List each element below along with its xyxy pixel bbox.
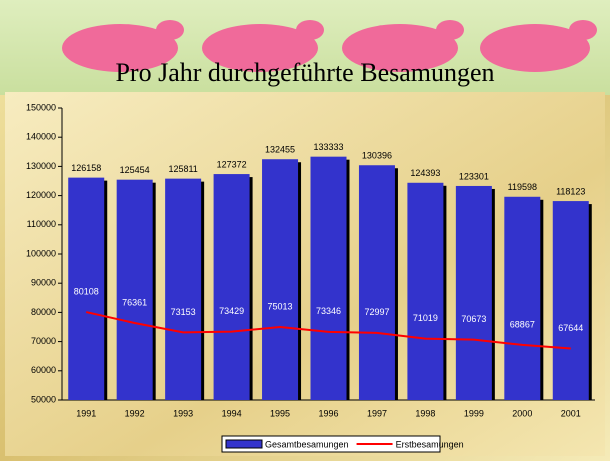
line-value-label: 68867 [510, 319, 535, 329]
line-value-label: 71019 [413, 313, 438, 323]
x-tick-label: 1996 [318, 408, 338, 418]
bar-value-label: 125811 [168, 164, 197, 174]
x-tick-label: 2000 [512, 408, 532, 418]
bar [262, 159, 298, 400]
x-tick-label: 1997 [367, 408, 387, 418]
bar-value-label: 125454 [120, 165, 150, 175]
y-tick-label: 130000 [26, 161, 56, 171]
legend-label: Gesamtbesamungen [265, 439, 349, 449]
y-tick-label: 80000 [31, 307, 56, 317]
line-value-label: 73153 [171, 307, 196, 317]
bar-value-label: 133333 [313, 142, 343, 152]
line-value-label: 67644 [558, 323, 583, 333]
line-value-label: 73429 [219, 306, 244, 316]
bar [165, 179, 201, 400]
y-tick-label: 120000 [26, 190, 56, 200]
x-tick-label: 1998 [415, 408, 435, 418]
line-value-label: 73346 [316, 306, 341, 316]
line-value-label: 72997 [364, 307, 389, 317]
x-tick-label: 1991 [76, 408, 96, 418]
bar-value-label: 132455 [265, 145, 295, 155]
legend-swatch [226, 440, 262, 448]
y-tick-label: 50000 [31, 394, 56, 404]
chart: Pro Jahr durchgeführte Besamungen 50000 6… [0, 0, 610, 461]
bar-value-label: 126158 [71, 163, 101, 173]
bar [117, 180, 153, 400]
x-tick-label: 1995 [270, 408, 290, 418]
bar [311, 157, 347, 400]
bar-value-label: 118123 [556, 186, 585, 196]
bar [407, 183, 443, 400]
bar [214, 174, 250, 400]
x-tick-label: 1993 [173, 408, 193, 418]
bar [456, 186, 492, 400]
line-value-label: 70673 [461, 314, 486, 324]
y-tick-label: 60000 [31, 365, 56, 375]
x-tick-label: 2001 [561, 408, 581, 418]
chart-title: Pro Jahr durchgeführte Besamungen [115, 58, 494, 87]
y-tick-label: 100000 [26, 248, 56, 258]
bar-value-label: 124393 [410, 168, 440, 178]
x-tick-label: 1992 [125, 408, 145, 418]
line-value-label: 76361 [122, 297, 147, 307]
y-tick-label: 70000 [31, 336, 56, 346]
y-tick-label: 90000 [31, 278, 56, 288]
bar-value-label: 130396 [362, 151, 392, 161]
y-tick-label: 140000 [26, 132, 56, 142]
y-tick-label: 110000 [27, 219, 56, 229]
line-value-label: 80108 [74, 286, 99, 296]
x-tick-label: 1999 [464, 408, 484, 418]
x-tick-label: 1994 [222, 408, 242, 418]
bar-value-label: 123301 [459, 171, 489, 181]
y-tick-label: 150000 [26, 102, 56, 112]
bar [553, 201, 589, 400]
bar-value-label: 119598 [508, 182, 537, 192]
bar [359, 165, 395, 400]
bar-value-label: 127372 [217, 159, 247, 169]
legend-label: Erstbesamungen [396, 439, 464, 449]
line-value-label: 75013 [268, 301, 293, 311]
bar [504, 197, 540, 400]
